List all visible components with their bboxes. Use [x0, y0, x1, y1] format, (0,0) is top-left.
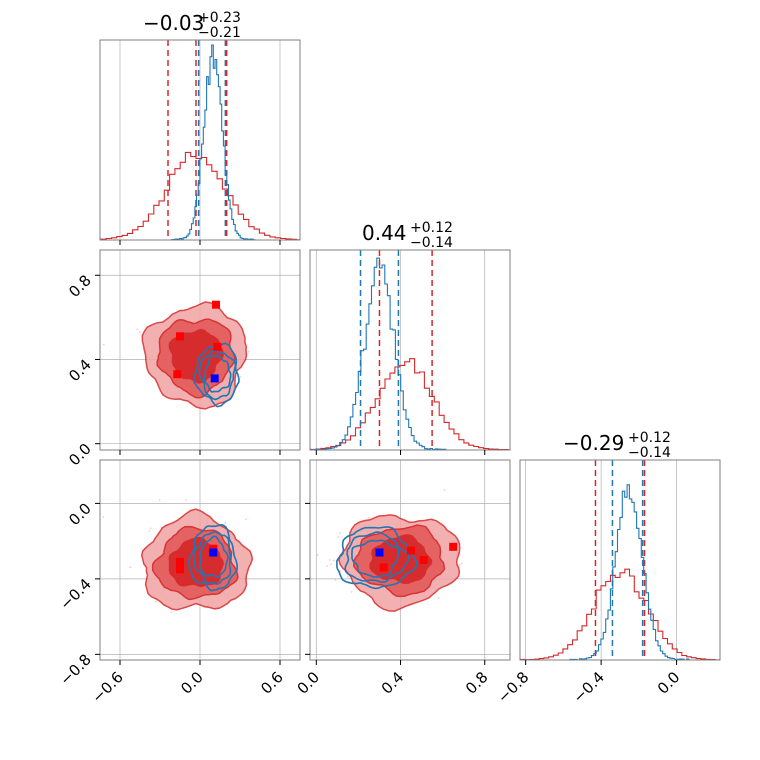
scatter-point [332, 559, 335, 562]
panel-p1-marginal [99, 39, 301, 245]
scatter-point [185, 499, 187, 501]
marker-red [176, 565, 184, 574]
hist-layer [100, 40, 300, 240]
scatter-point [443, 489, 446, 491]
contour-blue-level [344, 531, 410, 583]
marker-red [176, 332, 184, 341]
panel-p3-marginal: −0.8 −0.4 0.0 [494, 459, 721, 707]
y-tick-label: 0.8 [65, 271, 95, 301]
y-tick-label: 0.4 [65, 356, 95, 386]
panel-p1-vs-p3: −0.8 −0.4 0.0 −0.6 0.0 0.6 [56, 459, 301, 707]
scatter-point [129, 566, 132, 569]
x-tick-label: −0.6 [88, 668, 126, 706]
marker-red [419, 556, 428, 564]
marker-red [173, 370, 182, 379]
contour-blue-level [351, 539, 400, 578]
scatter-point [102, 516, 105, 518]
scatter-point [170, 611, 173, 614]
scatter-point [326, 565, 329, 567]
hist-step-blue [312, 257, 447, 450]
marker-red [212, 300, 220, 309]
marker-red [379, 563, 388, 572]
hist-layer [310, 250, 510, 450]
marker-blue [210, 374, 219, 383]
contour-blue-level [192, 530, 232, 585]
title-p2-sup: +0.12 [410, 220, 453, 236]
scatter-point [103, 343, 105, 346]
scatter-point [136, 328, 139, 331]
title-p3-sub: −0.14 [628, 445, 671, 461]
marker-red [407, 546, 416, 555]
x-tick-label: −0.8 [494, 668, 532, 706]
panel-frame [519, 459, 721, 661]
scatter-point [347, 575, 349, 578]
x-tick-label: 0.4 [378, 668, 408, 698]
scatter-point [350, 591, 353, 593]
scatter-point [158, 499, 161, 501]
scatter-point [437, 597, 440, 600]
panel-frame [309, 459, 511, 661]
panel-p1-vs-p2: 0.0 0.4 0.8 [65, 249, 301, 470]
x-tick-label: 0.6 [257, 668, 287, 698]
contour-red-level [168, 328, 224, 384]
scatter-point [368, 516, 370, 519]
y-tick-label: 0.0 [65, 499, 95, 529]
marker-red [176, 557, 184, 566]
x-tick-label: 0.0 [177, 668, 207, 698]
panel-frame [309, 249, 511, 451]
scatter-point [155, 600, 158, 603]
title-p3-sup: +0.12 [628, 430, 671, 446]
contour-blue-level [336, 526, 418, 590]
title-p1: −0.03 [143, 11, 204, 35]
contour-blue-level [203, 354, 232, 393]
hist-step-red [310, 358, 510, 450]
scatter-point [328, 559, 331, 561]
contour-blue-level [187, 523, 239, 592]
hist-step-red [100, 151, 300, 240]
marker-blue [375, 548, 384, 557]
x-tick-label: 0.8 [462, 668, 492, 698]
y-tick-label: −0.4 [56, 575, 94, 613]
scatter-point [224, 521, 227, 524]
hist-layer [520, 460, 720, 660]
marker-red [213, 342, 222, 351]
panel-p2-vs-p3: 0.0 0.4 0.8 [294, 459, 511, 698]
scatter-point [245, 518, 248, 521]
scatter-point [149, 527, 152, 530]
scatter-point [316, 554, 319, 556]
hist-step-red [520, 568, 720, 660]
title-p2-sub: −0.14 [410, 235, 453, 251]
scatter-point [337, 536, 339, 538]
scatter-point [339, 532, 341, 534]
x-tick-label: 0.0 [294, 668, 324, 698]
scatter-point [138, 331, 141, 334]
y-tick-label: 0.0 [65, 440, 95, 470]
panel-p2-marginal [309, 249, 511, 455]
hist-step-blue [170, 44, 256, 240]
title-p1-sub: −0.21 [198, 25, 241, 41]
contour-blue-level [198, 535, 229, 578]
scatter-point [329, 563, 332, 566]
scatter-point [334, 578, 337, 581]
title-p2: 0.44 [362, 221, 407, 245]
hist-step-blue [569, 484, 690, 660]
x-tick-label: −0.4 [569, 668, 607, 706]
y-tick-label: −0.8 [56, 650, 94, 688]
contour-layer [103, 300, 250, 450]
x-tick-label: 0.0 [654, 668, 684, 698]
title-p3: −0.29 [563, 431, 624, 455]
scatter-point [460, 562, 463, 565]
title-p1-sup: +0.23 [198, 10, 241, 26]
marker-blue [209, 548, 218, 557]
scatter-point [239, 375, 242, 378]
contour-layer [102, 499, 254, 614]
contour-blue-level [192, 342, 240, 408]
contour-blue-level [198, 349, 237, 401]
scatter-point [247, 350, 250, 353]
scatter-point [148, 530, 151, 532]
contour-layer [316, 489, 463, 612]
marker-red [449, 542, 458, 551]
scatter-point [458, 563, 461, 566]
